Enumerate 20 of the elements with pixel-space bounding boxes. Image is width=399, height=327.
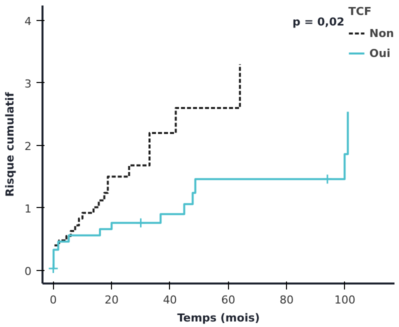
point bbox=[322, 174, 333, 184]
y-tick-label: 0 bbox=[24, 264, 32, 278]
x-tick-label: 20 bbox=[104, 294, 119, 306]
legend-title: TCF bbox=[348, 5, 372, 18]
y-axis-title: Risque cumulatif bbox=[4, 92, 16, 197]
y-tick-label: 3 bbox=[24, 77, 32, 90]
y-tick-label: 1 bbox=[24, 202, 32, 216]
legend-label: Non bbox=[369, 26, 394, 40]
x-axis-title: Temps (mois) bbox=[177, 312, 260, 324]
x-tick-label: 100 bbox=[334, 294, 356, 306]
x-tick-label: 80 bbox=[280, 294, 294, 306]
x-tick-label: 40 bbox=[162, 294, 177, 306]
annotation: p = 0,02 bbox=[292, 16, 344, 28]
legend-label: Oui bbox=[369, 46, 390, 60]
y-tick-label: 4 bbox=[24, 14, 32, 28]
y-tick-label: 2 bbox=[24, 140, 32, 153]
point bbox=[48, 263, 59, 274]
x-tick-label: 0 bbox=[50, 294, 57, 306]
x-tick-label: 60 bbox=[221, 294, 236, 306]
point bbox=[136, 218, 146, 228]
